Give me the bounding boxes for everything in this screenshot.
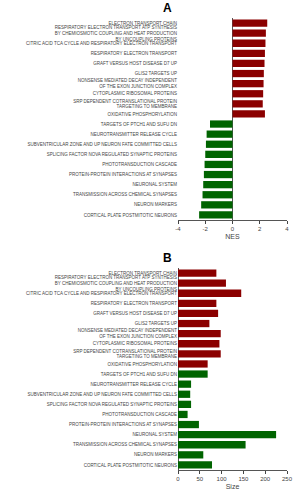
svg-text:CORTICAL PLATE POSTMITOTIC NEU: CORTICAL PLATE POSTMITOTIC NEURONS — [84, 463, 177, 468]
svg-text:TRANSMISSION ACROSS CHEMICAL S: TRANSMISSION ACROSS CHEMICAL SYNAPSES — [73, 442, 177, 447]
svg-text:RESPIRATORY ELECTRON TRANSPORT: RESPIRATORY ELECTRON TRANSPORT ATP SYNTH… — [55, 25, 177, 42]
svg-text:RESPIRATORY ELECTRON TRANSPORT: RESPIRATORY ELECTRON TRANSPORT ATP SYNTH… — [55, 275, 177, 292]
svg-text:ELECTRON TRANSPORT CHAIN: ELECTRON TRANSPORT CHAIN — [108, 21, 177, 26]
svg-text:GRAFT VERSUS HOST DISEASE D7 U: GRAFT VERSUS HOST DISEASE D7 UP — [93, 61, 177, 66]
svg-text:NEURONAL SYSTEM: NEURONAL SYSTEM — [132, 432, 177, 437]
svg-text:TARGETS OF PTCH1 AND SUFU DN: TARGETS OF PTCH1 AND SUFU DN — [101, 122, 177, 127]
svg-text:-4: -4 — [175, 226, 181, 232]
svg-text:ELECTRON TRANSPORT CHAIN: ELECTRON TRANSPORT CHAIN — [108, 271, 177, 276]
svg-text:B: B — [163, 251, 172, 265]
svg-text:2: 2 — [258, 226, 262, 232]
svg-text:CITRIC ACID TCA CYCLE AND RESP: CITRIC ACID TCA CYCLE AND RESPIRATORY EL… — [26, 291, 177, 296]
svg-text:NEUROTRANSMITTER RELEASE CYCLE: NEUROTRANSMITTER RELEASE CYCLE — [90, 132, 177, 137]
svg-text:NEURON MARKERS: NEURON MARKERS — [134, 202, 177, 207]
svg-text:100: 100 — [217, 476, 228, 482]
svg-text:GLIS2 TARGETS UP: GLIS2 TARGETS UP — [135, 71, 177, 76]
svg-text:NES: NES — [225, 233, 240, 240]
svg-text:GRAFT VERSUS HOST DISEASE D7 U: GRAFT VERSUS HOST DISEASE D7 UP — [93, 311, 177, 316]
svg-text:TARGETS OF PTCH1 AND SUFU DN: TARGETS OF PTCH1 AND SUFU DN — [101, 372, 177, 377]
svg-text:OXIDATIVE PHOSPHORYLATION: OXIDATIVE PHOSPHORYLATION — [107, 362, 177, 367]
svg-text:0: 0 — [231, 226, 235, 232]
svg-text:NEUROTRANSMITTER RELEASE CYCLE: NEUROTRANSMITTER RELEASE CYCLE — [90, 382, 177, 387]
svg-text:150: 150 — [238, 476, 249, 482]
svg-text:Size: Size — [226, 483, 240, 490]
svg-text:PHOTOTRANSDUCTION CASCADE: PHOTOTRANSDUCTION CASCADE — [102, 412, 177, 417]
svg-text:RESPIRATORY ELECTRON TRANSPORT: RESPIRATORY ELECTRON TRANSPORT — [91, 301, 178, 306]
svg-text:200: 200 — [260, 476, 271, 482]
svg-text:4: 4 — [285, 226, 289, 232]
svg-text:NONSENSE MEDIATED DECAY INDEPE: NONSENSE MEDIATED DECAY INDEPENDENTOF TH… — [78, 328, 178, 339]
svg-text:CYTOPLASMIC RIBOSOMAL PROTEINS: CYTOPLASMIC RIBOSOMAL PROTEINS — [93, 341, 177, 346]
svg-text:OXIDATIVE PHOSPHORYLATION: OXIDATIVE PHOSPHORYLATION — [107, 112, 177, 117]
svg-text:NONSENSE MEDIATED DECAY INDEPE: NONSENSE MEDIATED DECAY INDEPENDENTOF TH… — [78, 78, 178, 89]
svg-text:NEURON MARKERS: NEURON MARKERS — [134, 452, 177, 457]
svg-text:PROTEIN-PROTEIN INTERACTIONS A: PROTEIN-PROTEIN INTERACTIONS AT SYNAPSES — [69, 172, 177, 177]
svg-text:A: A — [163, 1, 172, 15]
svg-text:250: 250 — [282, 476, 293, 482]
svg-text:RESPIRATORY ELECTRON TRANSPORT: RESPIRATORY ELECTRON TRANSPORT — [91, 51, 178, 56]
svg-text:SUBVENTRICULAR ZONE AND UP NEU: SUBVENTRICULAR ZONE AND UP NEURON FATE C… — [27, 392, 177, 397]
svg-text:0: 0 — [176, 476, 180, 482]
svg-text:NEURONAL SYSTEM: NEURONAL SYSTEM — [132, 182, 177, 187]
svg-text:SRP DEPENDENT COTRANSLATIONAL: SRP DEPENDENT COTRANSLATIONAL PROTEINTAR… — [73, 349, 177, 360]
svg-text:CORTICAL PLATE POSTMITOTIC NEU: CORTICAL PLATE POSTMITOTIC NEURONS — [84, 213, 177, 218]
svg-text:CITRIC ACID TCA CYCLE AND RESP: CITRIC ACID TCA CYCLE AND RESPIRATORY EL… — [26, 41, 177, 46]
svg-text:SPLICING FACTOR NOVA REGULATED: SPLICING FACTOR NOVA REGULATED SYNAPTIC … — [47, 402, 177, 407]
svg-text:-2: -2 — [203, 226, 209, 232]
svg-text:SPLICING FACTOR NOVA REGULATED: SPLICING FACTOR NOVA REGULATED SYNAPTIC … — [47, 152, 177, 157]
svg-text:50: 50 — [196, 476, 203, 482]
svg-text:PROTEIN-PROTEIN INTERACTIONS A: PROTEIN-PROTEIN INTERACTIONS AT SYNAPSES — [69, 422, 177, 427]
svg-text:TRANSMISSION ACROSS CHEMICAL S: TRANSMISSION ACROSS CHEMICAL SYNAPSES — [73, 192, 177, 197]
svg-text:SUBVENTRICULAR ZONE AND UP NEU: SUBVENTRICULAR ZONE AND UP NEURON FATE C… — [27, 142, 177, 147]
svg-text:PHOTOTRANSDUCTION CASCADE: PHOTOTRANSDUCTION CASCADE — [102, 162, 177, 167]
svg-text:CYTOPLASMIC RIBOSOMAL PROTEINS: CYTOPLASMIC RIBOSOMAL PROTEINS — [93, 91, 177, 96]
svg-text:SRP DEPENDENT COTRANSLATIONAL: SRP DEPENDENT COTRANSLATIONAL PROTEINTAR… — [73, 98, 177, 109]
svg-text:GLIS2 TARGETS UP: GLIS2 TARGETS UP — [135, 321, 177, 326]
